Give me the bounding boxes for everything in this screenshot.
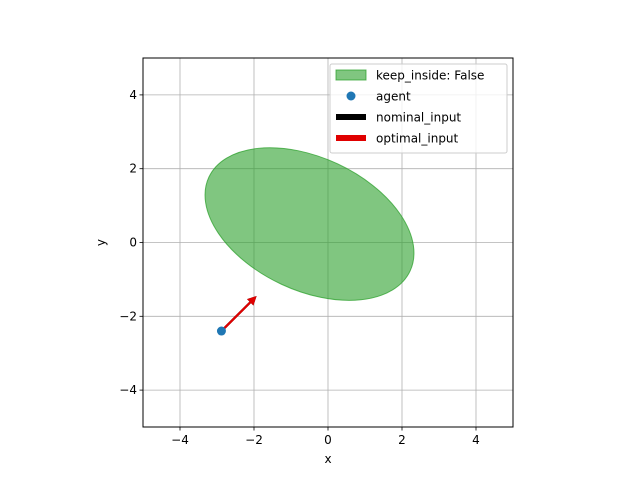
agent-point [216, 326, 226, 336]
legend-swatch-region [335, 69, 367, 81]
x-tick-label-3: 2 [398, 433, 406, 447]
x-tick-label-0: −4 [171, 433, 189, 447]
x-axis-label: x [324, 452, 331, 466]
legend-label-region: keep_inside: False [376, 69, 484, 83]
point-layer [216, 326, 226, 336]
y-tick-label-0: −4 [119, 383, 137, 397]
x-tick-label-1: −2 [245, 433, 263, 447]
tick-layer: −4 −2 0 2 4 −4 −2 0 2 4 [119, 88, 480, 447]
y-tick-label-3: 2 [129, 162, 137, 176]
region-layer [204, 147, 415, 301]
legend: keep_inside: False agent nominal_input o… [329, 63, 508, 154]
y-tick-label-1: −2 [119, 309, 137, 323]
legend-label-nominal: nominal_input [376, 111, 461, 125]
legend-swatch-nominal [336, 114, 366, 120]
optimal-input-arrow-shaft [220, 301, 251, 332]
y-tick-label-2: 0 [129, 236, 137, 250]
legend-label-agent: agent [376, 90, 411, 104]
optimal-input-arrow-head [247, 296, 257, 306]
x-tick-label-2: 0 [324, 433, 332, 447]
x-tick-label-4: 4 [472, 433, 480, 447]
legend-swatch-optimal [336, 135, 366, 141]
keep-region-ellipse [204, 147, 415, 301]
vector-layer [220, 296, 257, 332]
legend-label-optimal: optimal_input [376, 132, 459, 146]
y-tick-label-4: 4 [129, 88, 137, 102]
legend-box [329, 63, 508, 154]
legend-swatch-agent [346, 91, 356, 101]
optimal-input-arrow [220, 296, 257, 332]
y-axis-label: y [94, 239, 108, 246]
